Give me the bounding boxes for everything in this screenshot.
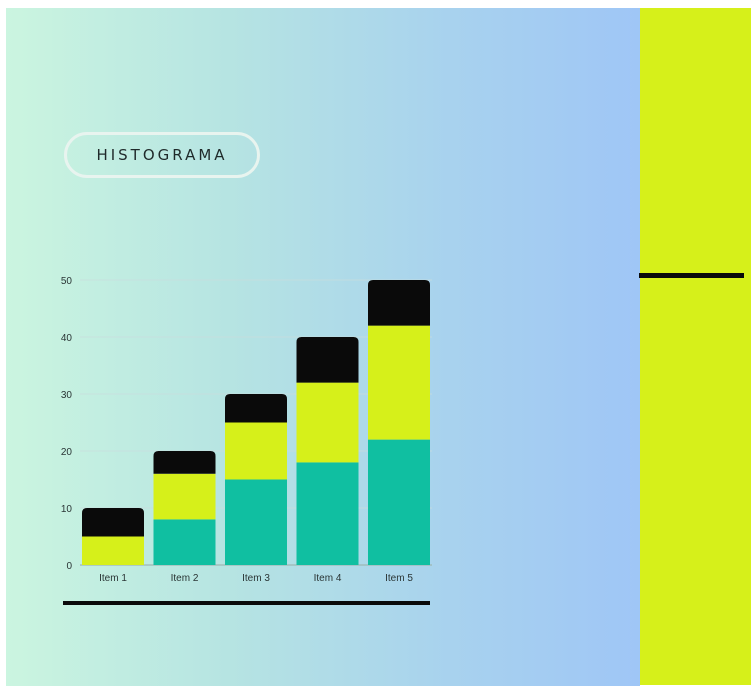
y-tick-label: 30 bbox=[61, 390, 73, 401]
bar-segment bbox=[225, 479, 287, 565]
bars bbox=[82, 280, 430, 565]
bar-segment bbox=[153, 451, 216, 474]
bar-segment bbox=[296, 462, 359, 565]
x-tick-label: Item 3 bbox=[242, 573, 270, 584]
bar-segment bbox=[296, 382, 359, 463]
bar-segment bbox=[82, 508, 144, 537]
bar-segment bbox=[368, 280, 430, 326]
chart-bottom-rule bbox=[63, 601, 430, 605]
y-tick-label: 0 bbox=[66, 561, 72, 572]
accent-divider-line bbox=[639, 273, 744, 278]
bar-segment bbox=[153, 473, 216, 520]
x-tick-label: Item 2 bbox=[171, 573, 199, 584]
bar-segment bbox=[82, 536, 144, 565]
bar-segment bbox=[153, 519, 216, 565]
chart-title: HISTOGRAMA bbox=[96, 146, 228, 164]
y-tick-label: 20 bbox=[61, 447, 73, 458]
y-tick-label: 10 bbox=[61, 504, 73, 515]
y-tick-labels: 0 10 20 30 40 50 bbox=[61, 276, 73, 572]
x-tick-label: Item 5 bbox=[385, 573, 413, 584]
y-tick-label: 40 bbox=[61, 333, 73, 344]
y-tick-label: 50 bbox=[61, 276, 73, 287]
x-tick-label: Item 4 bbox=[314, 573, 342, 584]
accent-side-panel bbox=[640, 8, 751, 685]
x-tick-label: Item 1 bbox=[99, 573, 127, 584]
bar-segment bbox=[368, 439, 430, 565]
bar-segment bbox=[296, 337, 359, 383]
bar-segment bbox=[225, 394, 287, 423]
x-tick-labels: Item 1 Item 2 Item 3 Item 4 Item 5 bbox=[99, 573, 413, 584]
bar-segment bbox=[225, 422, 287, 480]
title-pill: HISTOGRAMA bbox=[64, 132, 260, 178]
bar-segment bbox=[368, 325, 430, 440]
